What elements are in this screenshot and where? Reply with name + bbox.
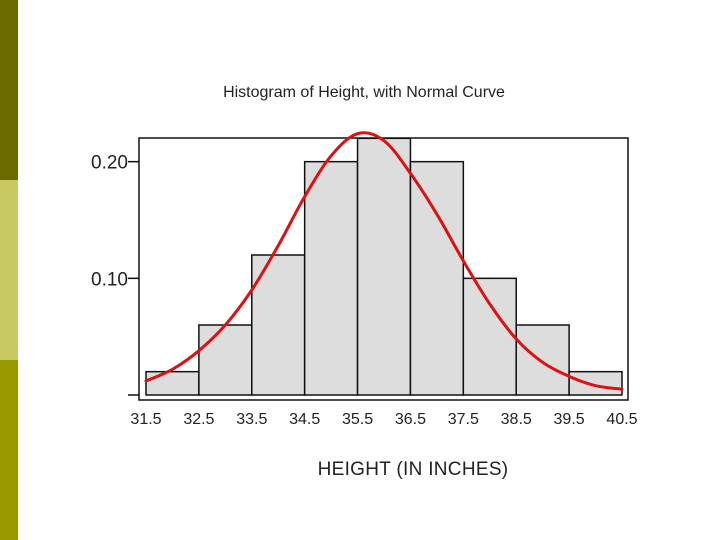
x-tick-label: 32.5 xyxy=(183,411,214,428)
histogram-bar xyxy=(303,160,359,396)
y-tick-label: 0.20 xyxy=(91,153,128,174)
histogram-bar xyxy=(462,277,517,396)
x-tick-label: 31.5 xyxy=(130,411,161,428)
histogram-bar xyxy=(409,160,465,396)
x-tick-label: 37.5 xyxy=(448,411,479,428)
side-accent-middle xyxy=(0,180,18,360)
histogram-bar xyxy=(515,324,570,396)
side-accent-top xyxy=(0,0,18,180)
histogram-bar xyxy=(568,370,623,396)
x-tick-label: 38.5 xyxy=(501,411,532,428)
chart-title: Histogram of Height, with Normal Curve xyxy=(223,84,505,101)
x-tick-label: 40.5 xyxy=(606,411,637,428)
histogram-bar xyxy=(198,324,253,396)
x-tick-label: 39.5 xyxy=(554,411,585,428)
side-accent-bottom xyxy=(0,360,18,540)
normal-curve-line xyxy=(144,131,624,391)
x-tick-label: 34.5 xyxy=(289,411,320,428)
histogram-bar xyxy=(356,137,412,396)
histogram-bar xyxy=(145,370,200,396)
x-tick-label: 36.5 xyxy=(395,411,426,428)
y-tick-label: 0.10 xyxy=(91,269,128,290)
x-tick-label: 33.5 xyxy=(236,411,267,428)
x-tick-label: 35.5 xyxy=(342,411,373,428)
x-axis-label: HEIGHT (IN INCHES) xyxy=(317,459,509,480)
